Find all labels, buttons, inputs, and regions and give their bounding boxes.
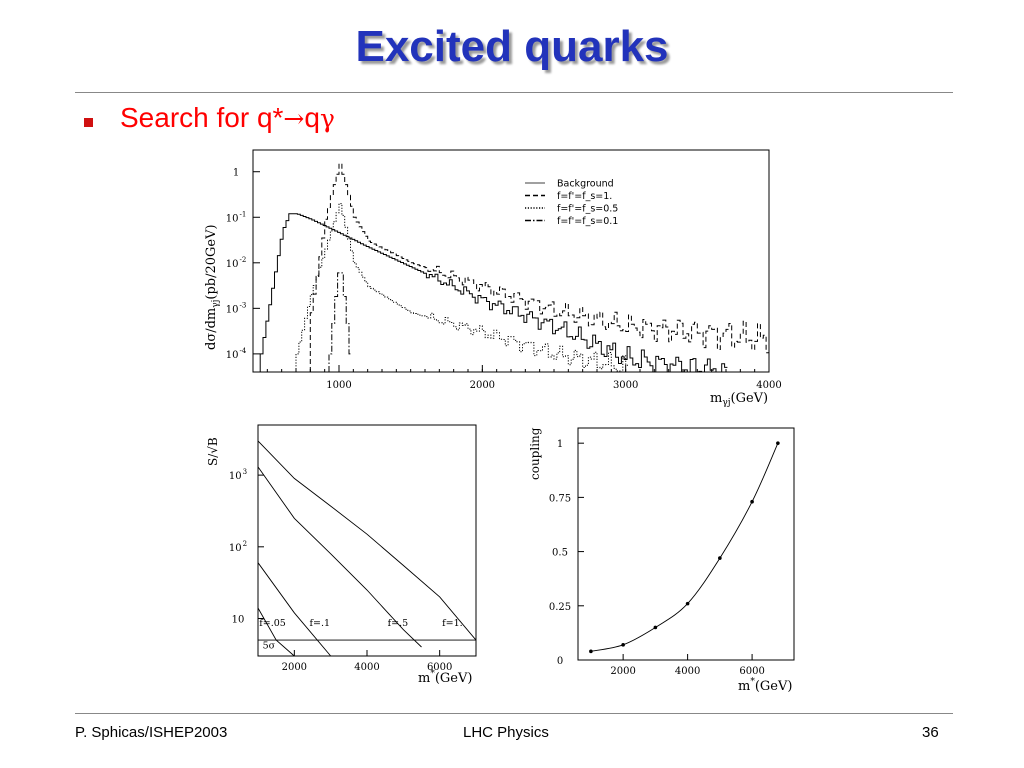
plot1-ytick-label: 10-3 <box>226 301 247 315</box>
plot2-xtick-label: 6000 <box>427 662 452 673</box>
plot1-xtick-label: 1000 <box>326 380 351 391</box>
plot1-ytick-label-exponent: -4 <box>239 347 246 355</box>
plot1-xtick-label: 4000 <box>756 380 781 391</box>
title-divider <box>75 92 953 93</box>
annotation-label: f=.1 <box>309 618 330 629</box>
plot3-ylabel: coupling <box>528 427 542 480</box>
plot3-xtick-label: 4000 <box>675 666 700 677</box>
plot3-xlabel: m*(GeV) <box>738 677 792 693</box>
coupling-data-point <box>750 499 754 504</box>
slide-title: Excited quarks <box>355 22 669 71</box>
footer-page-number: 36 <box>922 724 939 741</box>
plot3-xtick-label: 2000 <box>610 666 635 677</box>
plot1-xlabel: mγj(GeV) <box>710 391 768 408</box>
plot1-ytick-label-exponent: -2 <box>239 256 246 264</box>
annotation-label: f=.5 <box>388 618 409 629</box>
plot1-ytick-label: 10-4 <box>226 347 247 361</box>
plot1-xtick-label: 2000 <box>470 380 495 391</box>
series-solid-histogram <box>259 213 728 373</box>
bullet-text-q: q <box>304 102 320 133</box>
plot2-ytick-label: 10 <box>232 615 245 626</box>
plot3-ytick-label: 0.25 <box>549 602 571 613</box>
coupling-data-point <box>653 625 658 630</box>
plot2-ytick-label-exponent: 3 <box>243 468 247 476</box>
plot2-annotations: f=.05 f=.1 f=.5 f=1. 5σ <box>259 618 462 651</box>
curve-f-5 <box>257 466 422 648</box>
plot2-xtick-label: 2000 <box>282 662 307 673</box>
coupling-data-point <box>718 556 722 560</box>
plot1-ytick-label: 10-2 <box>226 256 247 270</box>
series-dashed-histogram <box>309 163 770 372</box>
plot2-xtick-label: 4000 <box>354 662 379 673</box>
coupling-fit-curve <box>590 443 779 652</box>
mass-spectrum-plot: 1000 2000 3000 4000 1 10-1 10-2 10-3 10-4 Backgr… <box>204 149 782 408</box>
plot2-ylabel: S/√B <box>206 437 220 466</box>
curve-f-1 <box>257 562 332 657</box>
coupling-data-point <box>589 649 593 654</box>
series-dashdot-histogram <box>328 272 352 372</box>
plot3-ytick-label: 0 <box>557 656 563 667</box>
significance-plot: 2000 4000 6000 103 102 10 f=.05 f=.1 f=.5 f=1. 5σ… <box>206 424 477 686</box>
curve-f-1- <box>257 440 477 641</box>
plot3-frame <box>577 427 795 661</box>
plot3-ticks: 2000 4000 6000 0 0.25 0.5 0.75 1 <box>549 439 765 677</box>
annotation-label: f=.05 <box>259 618 286 629</box>
legend-label-dashed: f=f'=f_s=1. <box>557 191 612 202</box>
plot2-xlabel: m*(GeV) <box>418 669 472 686</box>
plot3-ytick-label: 0.5 <box>552 548 568 559</box>
legend-label-dashdot: f=f'=f_s=0.1 <box>557 216 618 227</box>
plot1-ytick-label-exponent: -1 <box>239 210 246 218</box>
coupling-data-point <box>776 441 780 445</box>
plot2-curves <box>257 440 477 657</box>
bullet-marker <box>84 118 93 127</box>
footer-divider <box>75 713 953 714</box>
plot3-fit <box>589 441 780 654</box>
plot1-histograms <box>259 163 770 373</box>
arrow-symbol: → <box>283 104 305 133</box>
plot2-ytick-label-exponent: 2 <box>243 540 247 548</box>
plot3-ytick-label: 0.75 <box>549 493 571 504</box>
plot1-ytick-label: 10-1 <box>226 210 247 224</box>
annotation-label: 5σ <box>263 641 276 652</box>
coupling-data-point <box>685 601 690 606</box>
plot1-ylabel: dσ/dmγj(pb/20GeV) <box>204 224 221 350</box>
coupling-plot: 2000 4000 6000 0 0.25 0.5 0.75 1 coupling m*(Ge… <box>528 427 795 693</box>
bullet-text-prefix: Search for q* <box>120 102 284 133</box>
footer-author: P. Sphicas/ISHEP2003 <box>75 724 228 741</box>
coupling-data-point <box>621 643 625 647</box>
legend-label-dotted: f=f'=f_s=0.5 <box>557 204 618 215</box>
annotation-label: f=1. <box>442 618 463 629</box>
gamma-symbol: γ <box>319 104 335 133</box>
plot3-xtick-label: 6000 <box>739 666 764 677</box>
series-dotted-histogram <box>295 203 629 373</box>
footer-course: LHC Physics <box>463 724 549 741</box>
plot1-ytick-label-exponent: -3 <box>239 301 246 309</box>
legend-label-solid: Background <box>557 179 614 190</box>
plot2-ytick-label: 103 <box>229 468 247 482</box>
plot3-ytick-label: 1 <box>557 439 563 450</box>
plot2-ytick-label: 102 <box>229 540 247 554</box>
bullet-line: Search for q*→qγ <box>120 102 335 134</box>
plot1-ytick-label: 1 <box>233 168 239 179</box>
plot1-ticks: 1000 2000 3000 4000 1 10-1 10-2 10-3 10-4 <box>226 168 782 391</box>
plot1-xtick-label: 3000 <box>613 380 638 391</box>
